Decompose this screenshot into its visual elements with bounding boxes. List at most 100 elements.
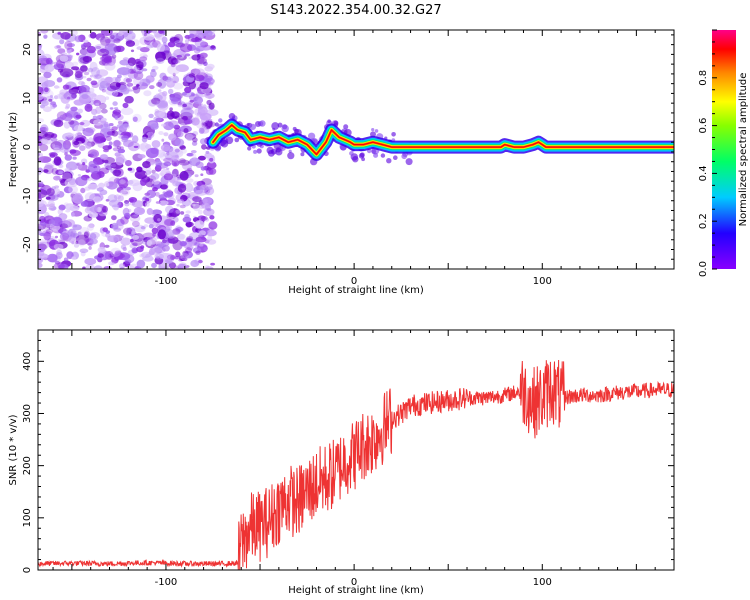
noise-speckle [187,117,193,121]
ridge-halo-blob [380,153,386,158]
noise-speckle [65,161,78,171]
noise-speckle [53,243,64,250]
noise-speckle [209,157,214,162]
noise-speckle [199,243,204,247]
ridge-halo-blob [249,123,256,130]
noise-speckle [165,79,172,86]
noise-speckle [103,76,113,84]
noise-speckle [163,173,174,181]
noise-speckle [152,187,158,192]
noise-speckle [133,71,144,81]
noise-speckle [163,153,167,157]
noise-speckle [59,144,71,153]
ridge-halo-blob [308,132,316,140]
noise-speckle [118,177,129,189]
colorbar-tick-label: 0.0 [698,261,709,277]
noise-speckle [174,148,180,153]
noise-speckle [155,201,161,204]
noise-speckle [68,88,79,95]
noise-speckle [53,85,60,89]
noise-speckle [170,209,177,213]
noise-speckle [88,137,94,143]
noise-speckle [199,82,209,90]
noise-speckle [182,103,187,108]
noise-speckle [191,37,200,43]
noise-speckle [87,163,101,174]
noise-speckle [132,235,140,240]
noise-speckle [38,57,50,66]
noise-speckle [58,263,69,269]
noise-speckle [127,141,140,152]
noise-speckle [201,178,212,186]
noise-speckle [147,136,152,140]
noise-speckle [97,246,106,253]
noise-speckle [79,48,89,55]
noise-speckle [119,266,125,269]
noise-speckle [124,259,132,265]
noise-speckle [143,30,153,34]
ridge-halo-blob [253,149,258,154]
noise-speckle [67,228,77,239]
noise-speckle [64,168,71,172]
noise-speckle [57,32,62,35]
noise-speckle [38,262,43,268]
noise-speckle [108,123,114,127]
noise-speckle [43,106,52,113]
noise-speckle [38,55,48,62]
noise-speckle [42,133,53,141]
noise-speckle [104,62,116,71]
noise-speckle [158,89,162,92]
noise-speckle [150,123,159,130]
noise-speckle [66,96,71,100]
noise-speckle [53,262,65,269]
noise-speckle [49,94,53,98]
noise-speckle [156,82,163,87]
noise-speckle [145,147,159,159]
noise-speckle [50,137,58,142]
noise-speckle [142,33,146,36]
ridge-halo-blob [300,152,305,157]
noise-speckle [208,118,213,122]
noise-speckle [151,169,156,174]
noise-speckle [113,90,119,97]
noise-speckle [149,162,155,166]
noise-speckle [88,246,92,250]
noise-speckle [105,46,117,56]
noise-speckle [177,233,186,240]
frequency-ridge [206,113,674,166]
noise-speckle [193,185,204,195]
noise-speckle [54,45,62,50]
noise-speckle [64,106,69,110]
noise-speckle [192,196,202,203]
noise-speckle [119,189,130,196]
noise-speckle [115,76,121,83]
noise-speckle [155,255,160,259]
noise-speckle [167,41,176,48]
noise-speckle [113,253,126,259]
noise-speckle [112,109,121,115]
noise-speckle [59,232,70,241]
noise-speckle [155,162,169,169]
noise-speckle [172,72,176,77]
noise-speckle [148,223,154,229]
noise-speckle [117,195,124,202]
noise-speckle [184,53,191,57]
noise-speckle [175,209,181,214]
noise-speckle [69,205,80,212]
noise-speckle [132,86,139,91]
noise-speckle [149,41,158,48]
noise-speckle [176,203,180,207]
noise-speckle [121,137,128,143]
noise-speckle [62,140,71,150]
noise-speckle [111,215,117,221]
colorbar-tick-label: 0.6 [698,118,709,134]
noise-speckle [168,88,174,95]
noise-speckle [96,69,109,77]
noise-speckle [143,90,152,97]
noise-speckle [186,152,194,157]
noise-speckle [51,167,59,175]
noise-speckle [100,36,111,46]
noise-speckle [38,156,52,163]
noise-speckle [40,100,50,106]
noise-speckle [45,228,53,234]
